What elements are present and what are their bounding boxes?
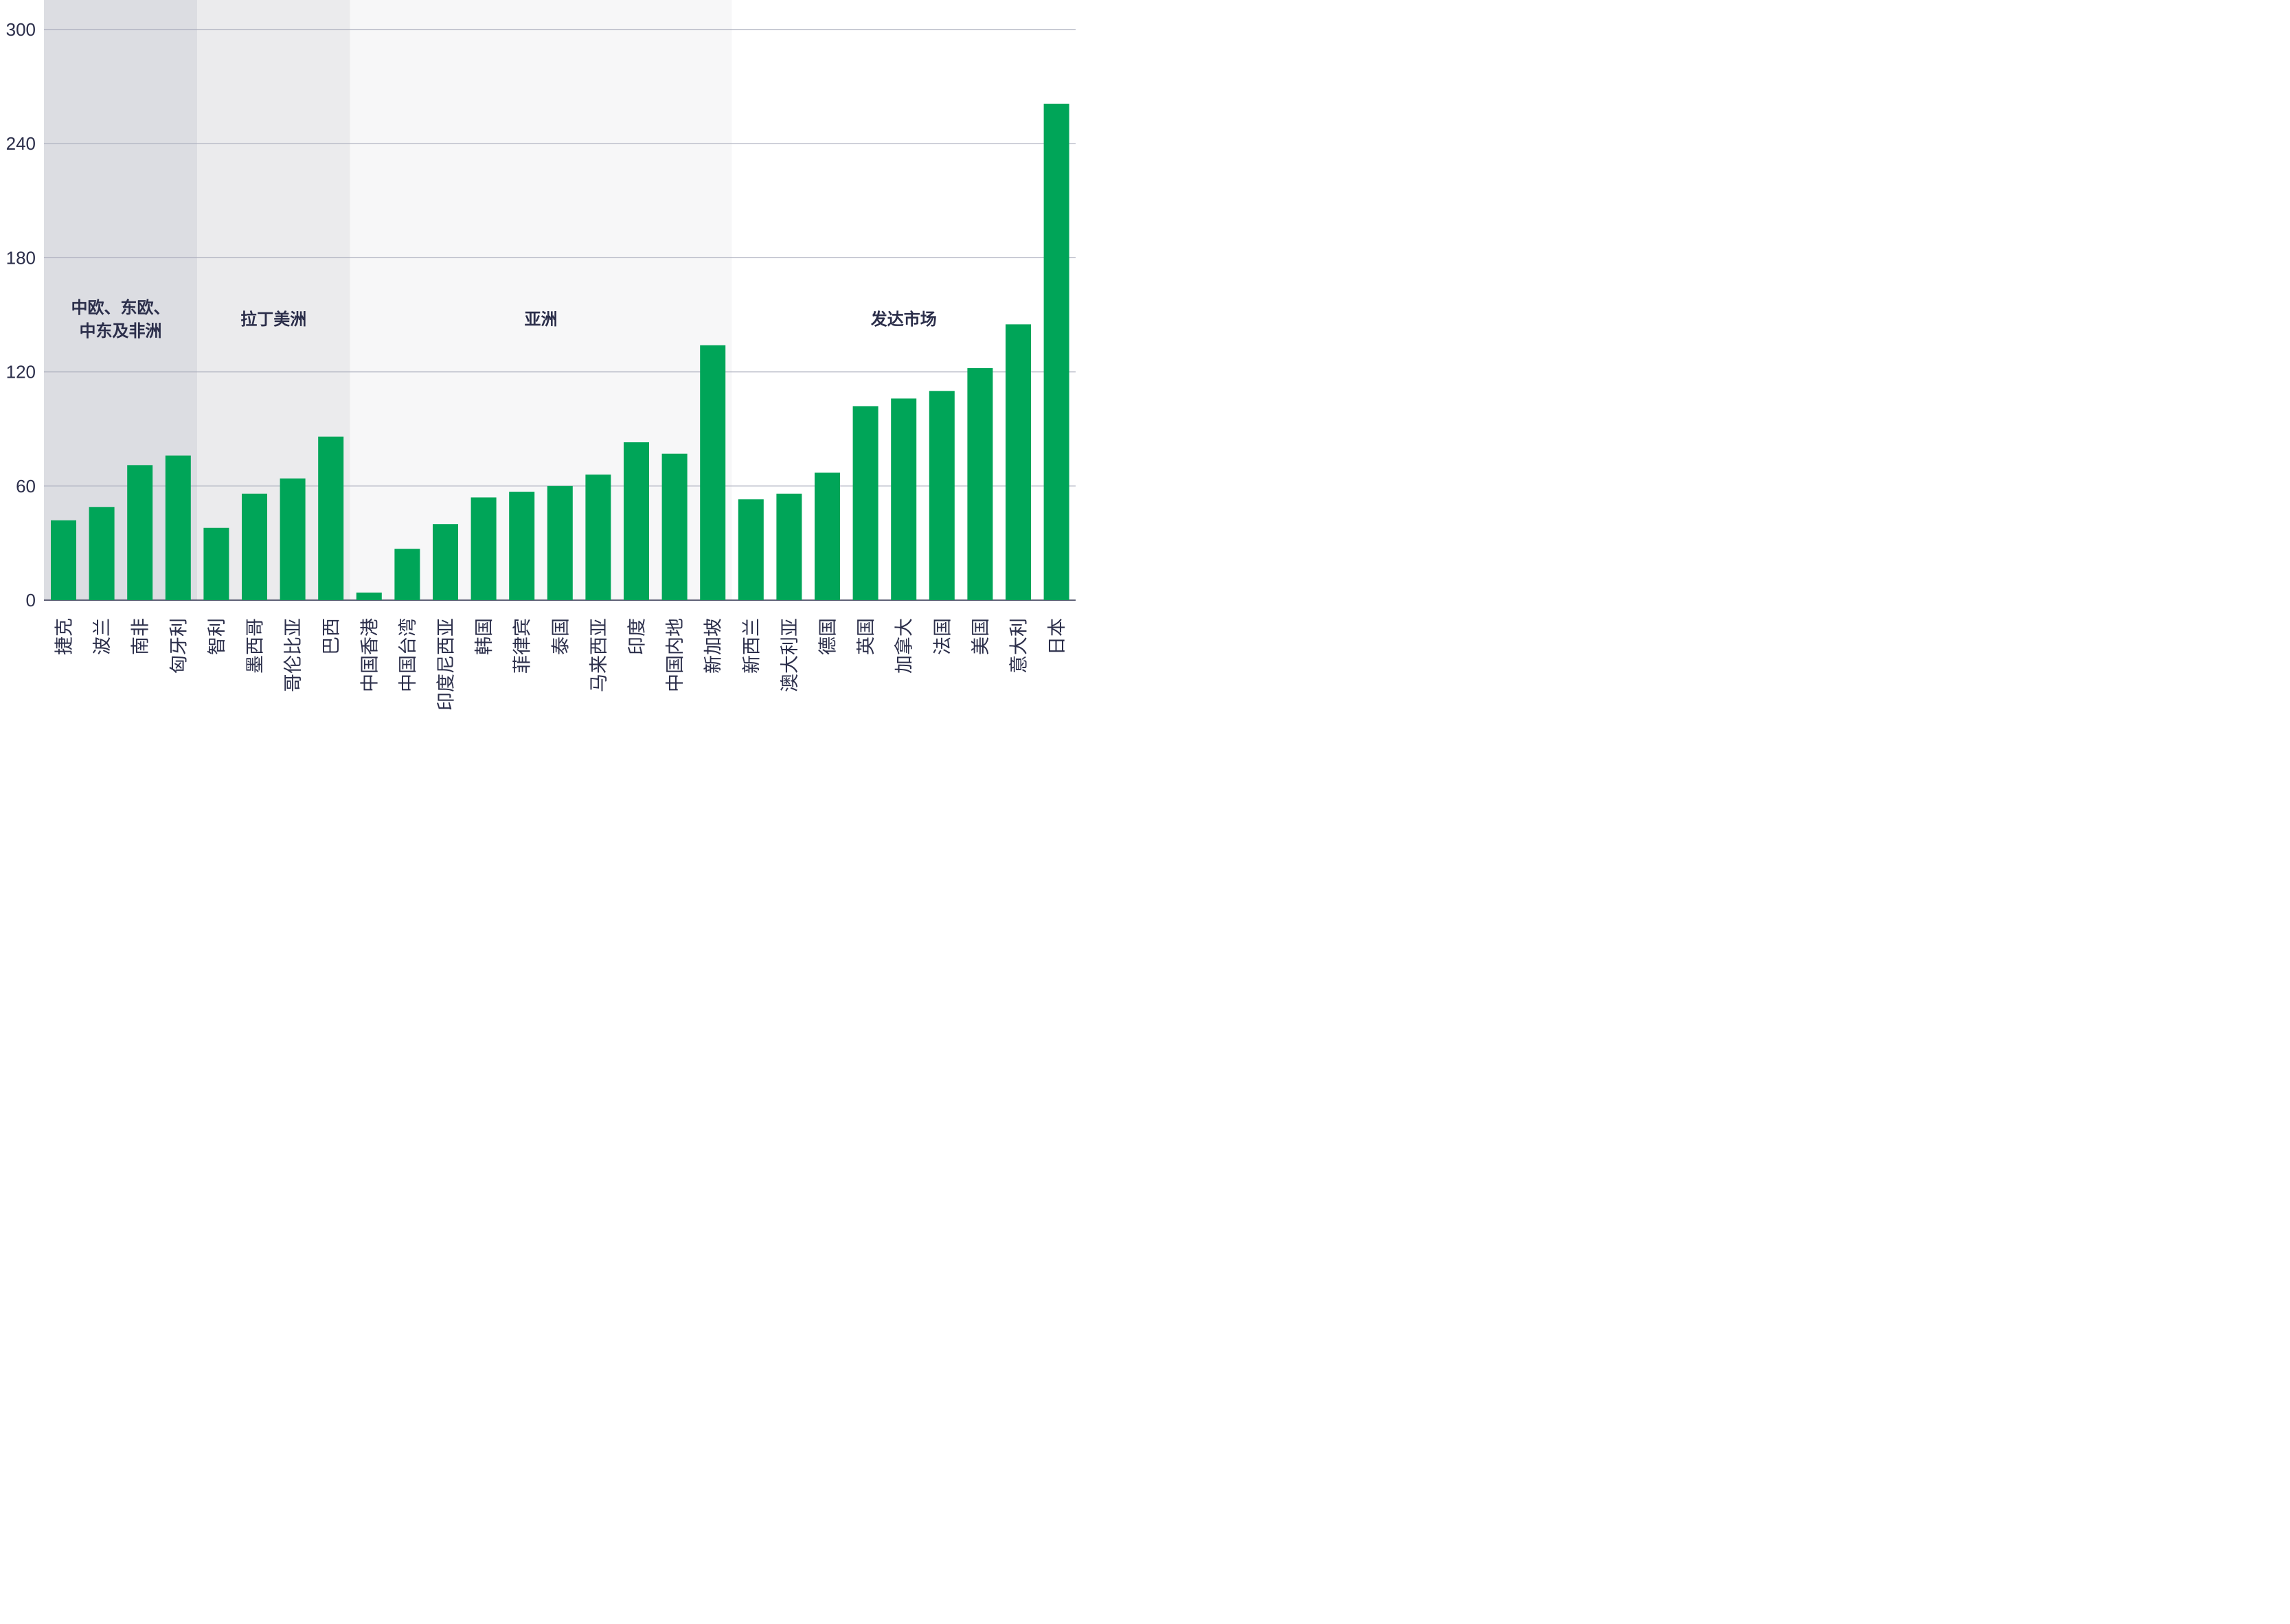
- bar: [700, 345, 726, 600]
- bar: [509, 492, 535, 600]
- bars: [51, 104, 1069, 600]
- y-tick-label: 0: [26, 590, 36, 610]
- bar: [547, 485, 573, 600]
- y-tick-label: 300: [6, 19, 36, 40]
- y-tick-label: 120: [6, 362, 36, 382]
- y-tick-label: 60: [16, 476, 36, 496]
- x-tick-label: 中国台湾: [398, 618, 419, 692]
- bar: [815, 472, 840, 600]
- bar: [776, 493, 802, 600]
- x-tick-label: 美国: [971, 618, 992, 655]
- bar: [203, 527, 229, 600]
- bar: [51, 520, 76, 600]
- x-axis: 捷克 波兰 南非 匈牙利 智利 墨西哥 哥伦比亚 巴西 中国香港 中国台湾 印度尼西亚 韩国 菲律宾 泰国…: [54, 618, 1069, 711]
- bar: [127, 465, 153, 600]
- x-tick-label: 墨西哥: [245, 618, 267, 674]
- bar: [1006, 324, 1031, 600]
- region-label: 亚洲: [525, 310, 558, 329]
- bar: [394, 549, 420, 600]
- region-labels: 中欧、东欧、中东及非洲 拉丁美洲 亚洲 发达市场: [71, 298, 937, 341]
- bar: [967, 368, 993, 600]
- x-tick-label: 澳大利亚: [780, 618, 801, 692]
- x-tick-label: 捷克: [54, 618, 76, 655]
- x-tick-label: 巴西: [321, 618, 343, 655]
- x-tick-label: 德国: [818, 618, 839, 655]
- bar: [661, 453, 688, 600]
- bar: [624, 442, 649, 600]
- bar: [356, 592, 382, 600]
- bar: [585, 474, 611, 600]
- x-tick-label: 马来西亚: [589, 618, 610, 692]
- bar: [89, 507, 115, 600]
- bar: [471, 497, 497, 600]
- y-tick-label: 240: [6, 133, 36, 154]
- x-tick-label: 波兰: [92, 618, 113, 655]
- x-tick-label: 南非: [131, 618, 152, 655]
- x-tick-label: 印度尼西亚: [436, 618, 457, 711]
- region-label: 拉丁美洲: [240, 310, 306, 329]
- x-tick-label: 中国香港: [359, 618, 381, 692]
- x-tick-label: 新西兰: [741, 618, 762, 674]
- x-tick-label: 韩国: [474, 618, 495, 655]
- x-tick-label: 意大利: [1009, 618, 1030, 674]
- bar: [165, 455, 191, 600]
- bar: [929, 391, 955, 600]
- x-tick-label: 英国: [856, 618, 877, 655]
- x-tick-label: 泰国: [550, 618, 571, 655]
- bar: [1043, 104, 1069, 600]
- bar: [242, 493, 267, 600]
- x-tick-label: 菲律宾: [512, 618, 534, 674]
- y-axis: 0 60 120 180 240 300: [6, 19, 36, 610]
- bar: [891, 398, 917, 600]
- bar-chart: 0 60 120 180 240 300 中欧、东欧、中东及非洲 拉丁美洲 亚洲 发达市场 捷克…: [6, 0, 1076, 711]
- x-tick-label: 日本: [1047, 618, 1068, 655]
- x-tick-label: 印度: [627, 618, 648, 655]
- bar: [738, 499, 764, 600]
- region-label: 中东及非洲: [80, 321, 162, 341]
- bar: [852, 406, 878, 600]
- x-tick-label: 智利: [207, 618, 228, 655]
- x-tick-label: 哥伦比亚: [283, 618, 304, 692]
- x-tick-label: 法国: [932, 618, 953, 655]
- x-tick-label: 加拿大: [894, 618, 916, 674]
- x-tick-label: 匈牙利: [168, 618, 190, 674]
- x-tick-label: 新加坡: [703, 618, 725, 674]
- region-label: 发达市场: [870, 310, 937, 329]
- bar: [433, 524, 458, 600]
- region-label: 中欧、东欧、: [71, 298, 170, 317]
- bar: [280, 478, 306, 600]
- y-tick-label: 180: [6, 247, 36, 268]
- x-tick-label: 中国内地: [665, 618, 686, 692]
- bar: [318, 436, 344, 600]
